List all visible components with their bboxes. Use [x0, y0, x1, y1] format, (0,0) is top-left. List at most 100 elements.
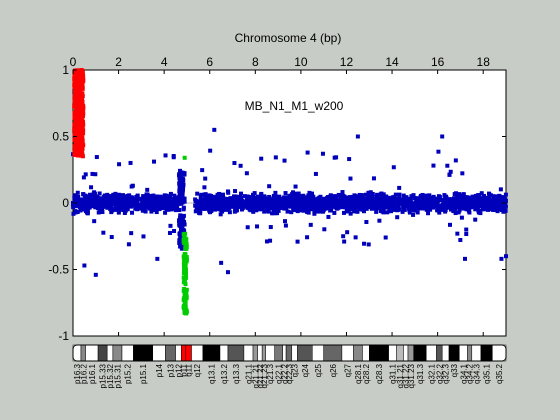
data-point	[75, 190, 80, 195]
data-point	[125, 193, 130, 198]
data-point	[94, 155, 99, 160]
ideogram-band	[261, 344, 266, 362]
data-point	[202, 185, 207, 190]
data-point	[80, 94, 85, 99]
data-point	[115, 197, 120, 202]
data-point	[310, 191, 315, 196]
ideogram-band	[219, 344, 229, 362]
ideogram-band-label: q13.2	[220, 363, 229, 384]
data-point	[77, 87, 82, 92]
data-point	[388, 203, 393, 208]
data-point	[440, 203, 445, 208]
data-point	[306, 193, 311, 198]
data-point	[212, 127, 217, 132]
data-point	[474, 199, 479, 204]
data-point	[184, 311, 189, 316]
ideogram-band-label: p12	[174, 363, 183, 377]
data-point	[363, 205, 368, 210]
data-point	[262, 209, 267, 214]
data-point	[249, 196, 254, 201]
data-point	[385, 197, 390, 202]
data-point	[77, 68, 82, 73]
data-point	[423, 202, 428, 207]
data-point	[299, 194, 304, 199]
data-point	[497, 193, 502, 198]
data-point	[283, 223, 288, 228]
data-point	[124, 204, 129, 209]
data-point	[75, 86, 80, 91]
data-point	[173, 208, 178, 213]
data-point	[392, 199, 397, 204]
x-tick-label: 12	[340, 55, 354, 69]
data-point	[213, 199, 218, 204]
data-point	[362, 200, 367, 205]
data-point	[322, 227, 327, 232]
data-point	[111, 206, 116, 211]
data-point	[149, 197, 154, 202]
data-point	[179, 184, 184, 189]
data-point	[72, 111, 77, 116]
y-tick-label: 0	[62, 196, 69, 210]
data-point	[184, 296, 189, 301]
data-point	[402, 207, 407, 212]
data-point	[177, 200, 182, 205]
data-point	[282, 199, 287, 204]
data-point	[198, 209, 203, 214]
data-point	[83, 172, 88, 177]
data-point	[249, 200, 254, 205]
data-point	[326, 214, 331, 219]
data-point	[177, 188, 182, 193]
ideogram-band-label: q21.21	[251, 363, 260, 388]
ideogram-band-label: p14	[155, 363, 164, 377]
data-point	[76, 128, 81, 133]
data-point	[232, 161, 237, 166]
data-point	[234, 208, 239, 213]
data-point	[211, 194, 216, 199]
data-point	[263, 201, 268, 206]
data-point	[168, 223, 173, 228]
x-tick-label: 4	[161, 55, 168, 69]
data-point	[381, 195, 386, 200]
ideogram-band	[252, 344, 258, 362]
ideogram-band-label: p16.2	[79, 363, 88, 384]
data-point	[480, 201, 485, 206]
data-point	[203, 176, 208, 181]
data-point	[247, 207, 252, 212]
data-point	[370, 191, 375, 196]
data-point	[452, 192, 457, 197]
data-point	[199, 204, 204, 209]
data-point	[459, 215, 464, 220]
data-point	[182, 222, 187, 227]
data-point	[80, 125, 85, 130]
data-point	[153, 197, 158, 202]
data-point	[492, 208, 497, 213]
data-point	[81, 175, 86, 180]
ideogram-band	[106, 344, 114, 362]
data-point	[414, 205, 419, 210]
data-point	[319, 203, 324, 208]
data-point	[285, 195, 290, 200]
data-point	[279, 200, 284, 205]
data-point	[244, 171, 249, 176]
data-point	[193, 209, 198, 214]
data-point	[154, 210, 159, 215]
data-point	[116, 202, 121, 207]
ideogram-band-label: q35.2	[495, 363, 504, 384]
data-point	[440, 134, 445, 139]
ideogram-band	[165, 344, 176, 362]
data-point	[151, 193, 156, 198]
data-point	[72, 150, 77, 155]
data-point	[311, 203, 316, 208]
data-point	[182, 196, 187, 201]
data-point	[409, 194, 414, 199]
data-point	[488, 201, 493, 206]
data-point	[181, 305, 186, 310]
data-point	[170, 203, 175, 208]
ideogram-band-label: p15.33	[99, 363, 108, 388]
data-point	[341, 210, 346, 215]
data-point	[172, 228, 177, 233]
data-point	[337, 203, 342, 208]
ideogram-band	[181, 344, 187, 362]
ideogram-band	[403, 344, 409, 362]
data-point	[267, 205, 272, 210]
